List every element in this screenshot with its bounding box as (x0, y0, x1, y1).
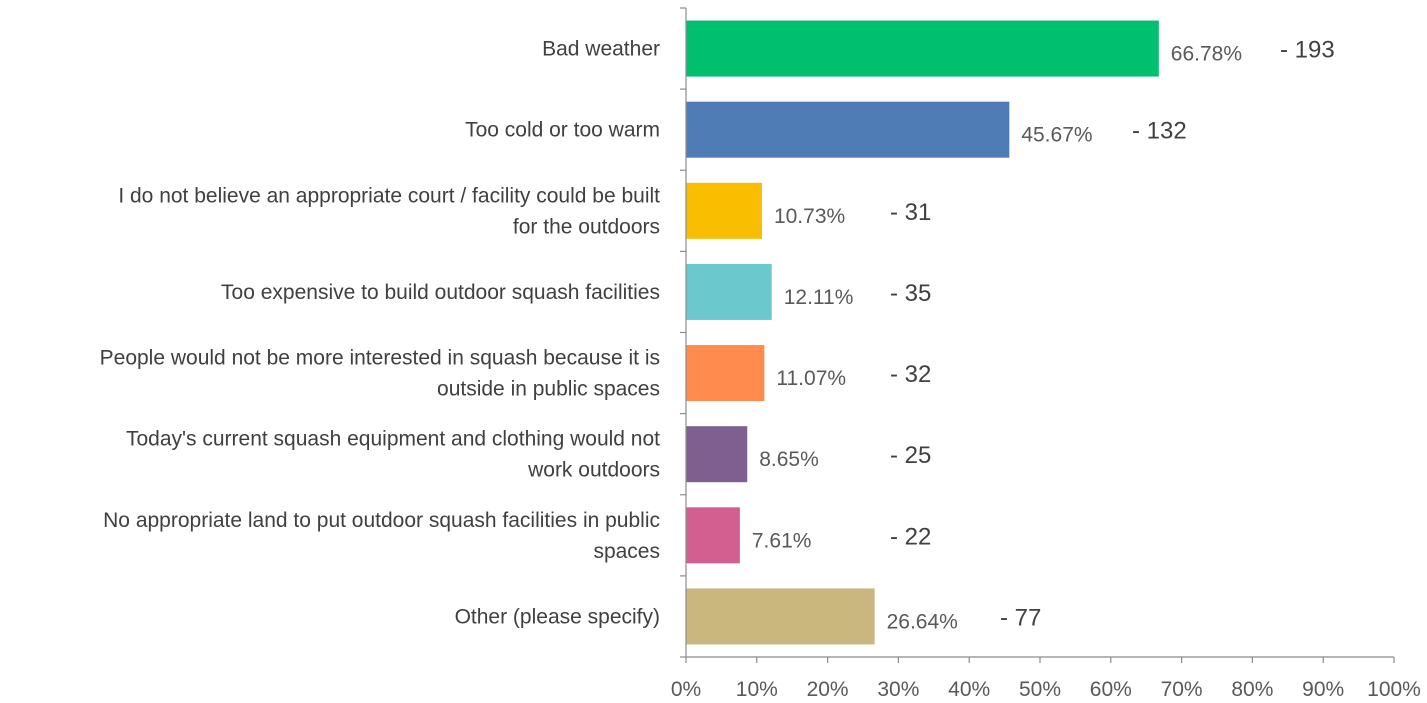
bar-3 (686, 263, 772, 320)
x-tick-label-4: 40% (948, 678, 990, 701)
value-label-2: 10.73% (774, 205, 845, 228)
x-tick-label-7: 70% (1161, 678, 1203, 701)
category-label-5-line-1: work outdoors (527, 459, 660, 482)
category-label-3-line-0: Too expensive to build outdoor squash fa… (221, 281, 660, 304)
axes-group: 0% 10% 20% 30% 40% 50% 60% 70% 80% 90% 100% (671, 7, 1421, 701)
x-tick-label-0: 0% (671, 678, 701, 701)
count-label-4: - 32 (890, 361, 931, 388)
x-tick-label-2: 20% (807, 678, 849, 701)
category-label-1-line-0: Too cold or too warm (465, 119, 660, 142)
category-label-4-line-1: outside in public spaces (437, 378, 660, 401)
category-label-5-line-0: Today's current squash equipment and clo… (126, 428, 660, 451)
count-label-2: - 31 (890, 199, 931, 226)
x-tick-label-9: 90% (1302, 678, 1344, 701)
x-tick-label-3: 30% (877, 678, 919, 701)
bar-1 (686, 101, 1010, 158)
x-tick-label-6: 60% (1090, 678, 1132, 701)
value-label-4: 11.07% (776, 367, 846, 390)
value-label-1: 45.67% (1021, 124, 1092, 147)
bar-5 (686, 426, 748, 483)
value-label-5: 8.65% (759, 448, 819, 471)
bar-4 (686, 345, 765, 402)
category-label-2-line-0: I do not believe an appropriate court / … (118, 184, 660, 207)
labels-group: Bad weather 66.78% - 193 Too cold or too wa… (100, 37, 1335, 634)
value-label-0: 66.78% (1171, 43, 1242, 66)
category-label-7-line-0: Other (please specify) (455, 605, 660, 628)
category-label-0-line-0: Bad weather (542, 38, 660, 61)
x-tick-label-5: 50% (1019, 678, 1061, 701)
category-label-6-line-0: No appropriate land to put outdoor squas… (103, 509, 660, 532)
category-label-4-line-0: People would not be more interested in s… (100, 347, 660, 370)
count-label-3: - 35 (890, 280, 931, 307)
bar-6 (686, 507, 740, 564)
bar-0 (686, 20, 1159, 77)
bar-2 (686, 182, 762, 239)
value-label-3: 12.11% (784, 286, 854, 309)
category-label-6-line-1: spaces (593, 540, 660, 563)
bar-7 (686, 588, 875, 645)
count-label-6: - 22 (890, 523, 931, 550)
value-label-7: 26.64% (887, 610, 958, 633)
count-label-5: - 25 (890, 442, 931, 469)
count-label-0: - 193 (1280, 37, 1335, 64)
value-label-6: 7.61% (752, 529, 812, 552)
count-label-1: - 132 (1132, 118, 1187, 145)
x-tick-label-10: 100% (1367, 678, 1421, 701)
category-label-2-line-1: for the outdoors (513, 215, 660, 238)
x-tick-label-1: 10% (736, 678, 778, 701)
bars-group (686, 20, 1159, 645)
x-tick-label-8: 80% (1231, 678, 1273, 701)
count-label-7: - 77 (1000, 604, 1041, 631)
